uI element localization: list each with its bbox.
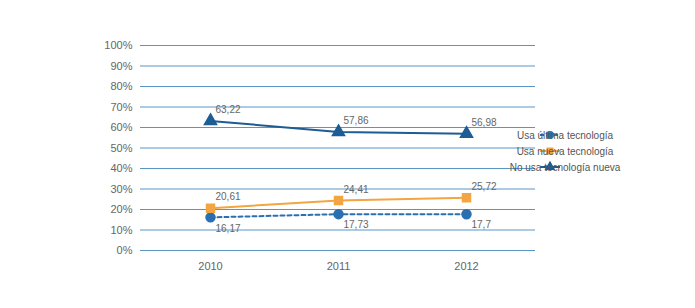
- svg-text:63,22: 63,22: [216, 104, 241, 115]
- svg-text:2012: 2012: [454, 260, 478, 272]
- svg-text:25,72: 25,72: [472, 181, 497, 192]
- svg-text:0%: 0%: [117, 244, 133, 256]
- svg-text:60%: 60%: [110, 121, 132, 133]
- svg-text:20%: 20%: [110, 203, 132, 215]
- svg-text:30%: 30%: [110, 183, 132, 195]
- svg-text:16,17: 16,17: [216, 223, 241, 234]
- svg-text:100%: 100%: [104, 39, 132, 51]
- svg-text:50%: 50%: [110, 142, 132, 154]
- svg-text:57,86: 57,86: [344, 115, 369, 126]
- svg-text:40%: 40%: [110, 162, 132, 174]
- svg-text:17,7: 17,7: [472, 219, 492, 230]
- svg-text:Usa nueva tecnología: Usa nueva tecnología: [517, 146, 614, 157]
- svg-text:17,73: 17,73: [344, 219, 369, 230]
- svg-text:No usa tecnología nueva: No usa tecnología nueva: [510, 162, 621, 173]
- svg-text:10%: 10%: [110, 224, 132, 236]
- svg-text:90%: 90%: [110, 60, 132, 72]
- svg-text:2011: 2011: [327, 260, 351, 272]
- svg-text:56,98: 56,98: [472, 117, 497, 128]
- svg-text:70%: 70%: [110, 101, 132, 113]
- svg-text:20,61: 20,61: [216, 191, 241, 202]
- svg-text:Usa última tecnología: Usa última tecnología: [517, 130, 614, 141]
- svg-text:24,41: 24,41: [344, 184, 369, 195]
- svg-text:80%: 80%: [110, 80, 132, 92]
- svg-text:2010: 2010: [198, 260, 222, 272]
